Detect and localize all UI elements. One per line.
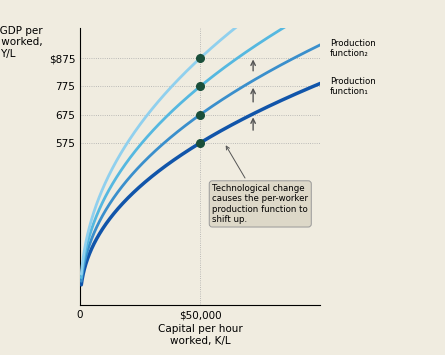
Y-axis label: Real GDP per
hour worked,
Y/L: Real GDP per hour worked, Y/L [0, 26, 42, 59]
X-axis label: Capital per hour
worked, K/L: Capital per hour worked, K/L [158, 324, 243, 346]
Text: Production
function₁: Production function₁ [330, 77, 376, 96]
Text: Technological change
causes the per-worker
production function to
shift up.: Technological change causes the per-work… [212, 146, 308, 224]
Text: Production
function₂: Production function₂ [330, 39, 376, 58]
